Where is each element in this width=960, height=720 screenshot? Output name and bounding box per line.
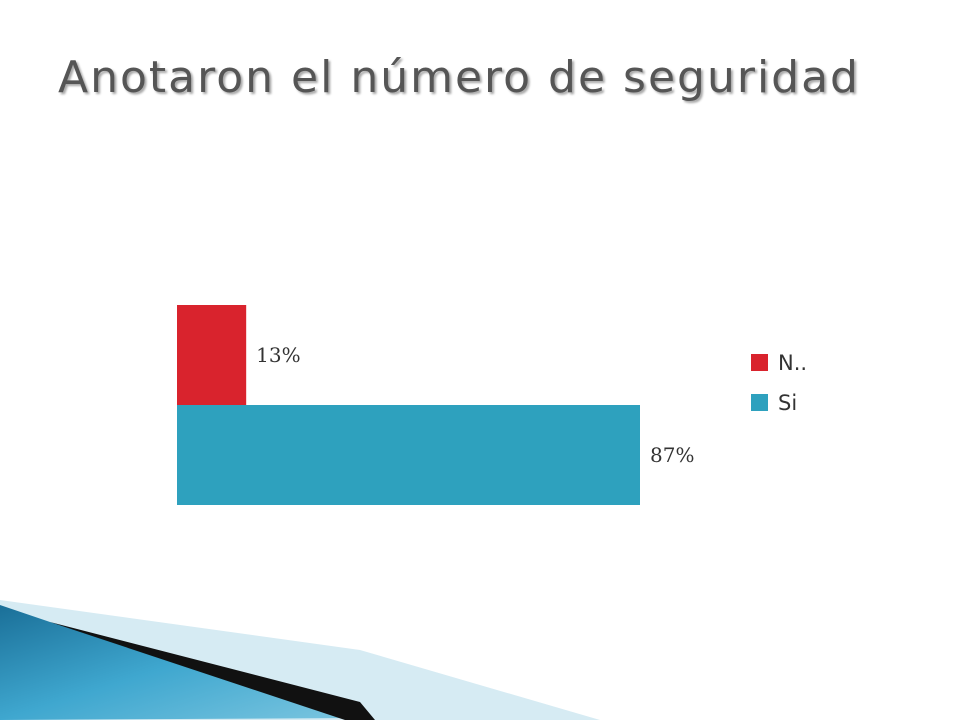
legend-swatch [751, 354, 768, 371]
legend-swatch [751, 394, 768, 411]
slide-title: Anotaron el número de seguridad [58, 52, 860, 103]
data-label: 13% [256, 343, 300, 367]
legend-label: N.. [778, 351, 807, 375]
bar-si [177, 405, 640, 505]
legend-label: Si [778, 391, 797, 415]
deco-dark-swoosh [50, 622, 375, 720]
bar-n [177, 305, 247, 405]
data-label: 87% [650, 443, 694, 467]
